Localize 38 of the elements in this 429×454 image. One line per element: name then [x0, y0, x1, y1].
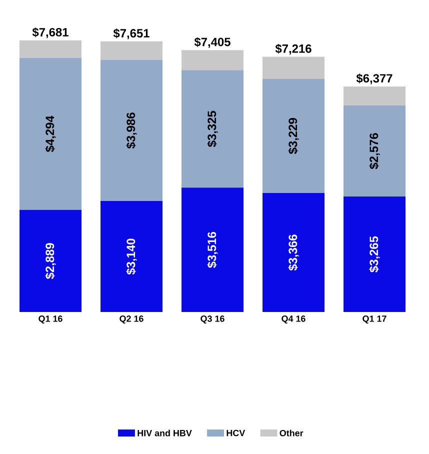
- bar: [20, 210, 82, 312]
- total-label: $6,377: [356, 74, 392, 84]
- legend-label: Other: [280, 430, 304, 436]
- x-tick-label: Q1 17: [362, 316, 386, 324]
- bar: [100, 41, 162, 60]
- data-label: $3,265: [369, 236, 380, 272]
- data-label: $3,229: [288, 118, 299, 154]
- bar: [262, 192, 325, 312]
- data-label: $4,294: [45, 116, 56, 152]
- data-label: $2,889: [45, 243, 56, 280]
- data-label: $3,516: [207, 232, 218, 268]
- legend-label: HIV and HBV: [138, 430, 192, 436]
- data-label: $3,140: [126, 238, 137, 275]
- bar: [100, 200, 162, 312]
- total-label: $7,405: [194, 37, 230, 48]
- bar: [262, 56, 325, 79]
- bar: [20, 40, 82, 58]
- x-tick-label: Q4 16: [282, 316, 306, 324]
- total-label: $7,216: [275, 44, 312, 55]
- x-tick-label: Q1 16: [38, 316, 62, 324]
- bar: [344, 105, 406, 197]
- bar: [182, 70, 244, 188]
- total-label: $7,681: [32, 27, 68, 38]
- bar: [344, 86, 406, 106]
- x-tick-label: Q2 16: [120, 316, 144, 324]
- bar: [182, 50, 244, 70]
- data-label: $2,576: [369, 133, 380, 170]
- data-label: $3,366: [288, 234, 299, 271]
- bar: [344, 196, 406, 312]
- total-label: $7,651: [113, 28, 150, 40]
- bar: [182, 188, 244, 312]
- bar: [100, 60, 162, 201]
- legend-label: HCV: [226, 430, 246, 436]
- bar: [20, 58, 82, 210]
- data-label: $3,986: [126, 112, 137, 149]
- bar: [262, 78, 325, 193]
- data-label: $3,325: [207, 110, 218, 147]
- x-tick-label: Q3 16: [200, 316, 224, 324]
